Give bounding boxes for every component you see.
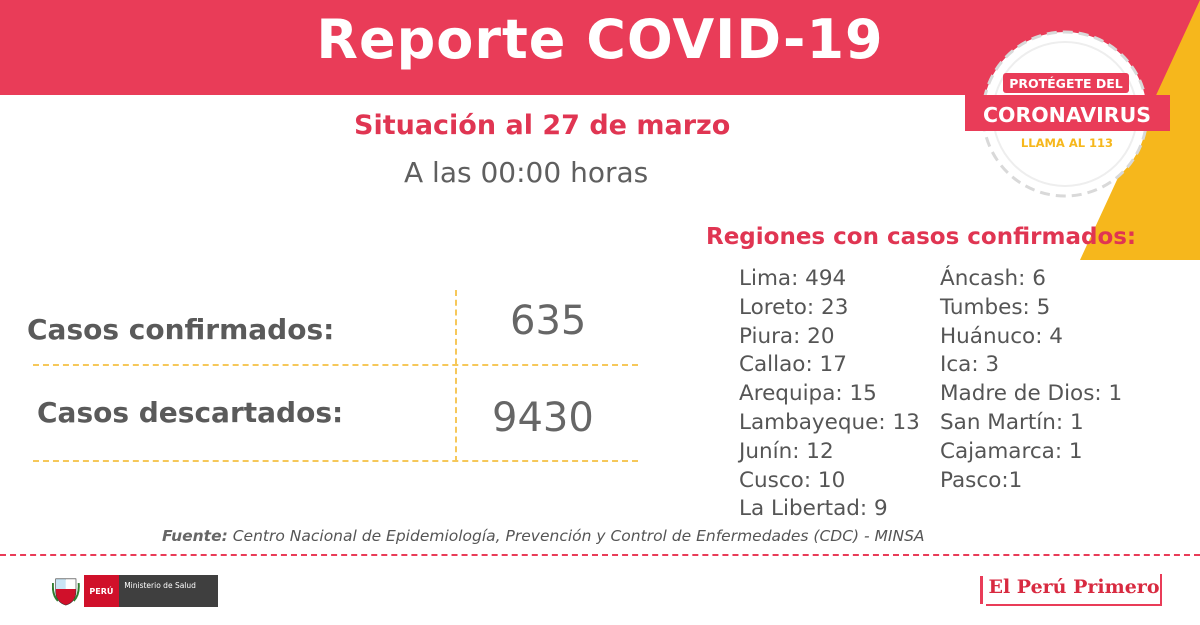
region-item: Junín: 12: [739, 438, 834, 464]
region-item: Cajamarca: 1: [940, 438, 1083, 464]
region-item: Huánuco: 4: [940, 323, 1063, 349]
fuente-note: Fuente: Centro Nacional de Epidemiología…: [162, 527, 925, 545]
region-item: Lima: 494: [739, 266, 847, 291]
divider-horizontal: [33, 460, 638, 462]
region-item: Lambayeque: 13: [739, 409, 920, 435]
region-item: Ica: 3: [940, 352, 1000, 378]
logo-bar: [980, 576, 983, 604]
page-title: Reporte COVID-19: [316, 8, 884, 71]
minsa-logo: PERÚ Ministerio de Salud: [52, 574, 218, 608]
region-item: Piura: 20: [739, 323, 835, 349]
region-item: Cusco: 10: [739, 467, 846, 493]
badge-line1: PROTÉGETE DEL: [1009, 76, 1123, 91]
fuente-text: Centro Nacional de Epidemiología, Preven…: [227, 527, 925, 545]
peru-label: PERÚ: [83, 575, 120, 607]
el-peru-primero-text: El Perú Primero: [988, 576, 1160, 598]
region-item: Loreto: 23: [739, 294, 849, 320]
confirmados-label: Casos confirmados:: [27, 313, 335, 346]
coronavirus-badge: PROTÉGETE DEL CORONAVIRUS LLAMA AL 113: [955, 18, 1175, 208]
ministerio-label: Ministerio de Salud: [119, 575, 218, 607]
divider-horizontal: [33, 364, 638, 366]
fuente-label: Fuente:: [162, 527, 228, 545]
footer-divider: [0, 554, 1200, 556]
regiones-list-left: Lima: 494 Loreto: 23 Piura: 20 Callao: 1…: [739, 265, 920, 524]
regiones-title: Regiones con casos confirmados:: [706, 224, 1137, 250]
situacion-heading: Situación al 27 de marzo: [354, 110, 731, 141]
region-item: Pasco:1: [940, 467, 1023, 493]
hora-subheading: A las 00:00 horas: [404, 156, 649, 189]
region-item: Áncash: 6: [940, 266, 1046, 291]
descartados-label: Casos descartados:: [37, 396, 344, 429]
badge-line2: CORONAVIRUS: [983, 103, 1151, 127]
region-item: Callao: 17: [739, 352, 847, 378]
divider-vertical: [455, 290, 457, 462]
region-item: Madre de Dios: 1: [940, 381, 1123, 407]
regiones-list-right: Áncash: 6 Tumbes: 5 Huánuco: 4 Ica: 3 Ma…: [940, 265, 1122, 495]
region-item: Tumbes: 5: [940, 294, 1051, 320]
descartados-value: 9430: [492, 395, 594, 441]
region-item: Arequipa: 15: [739, 381, 877, 407]
coat-of-arms-icon: [52, 578, 80, 606]
region-item: La Libertad: 9: [739, 496, 888, 522]
badge-line3: LLAMA AL 113: [1021, 136, 1113, 150]
region-item: San Martín: 1: [940, 409, 1084, 435]
confirmados-value: 635: [510, 298, 587, 344]
el-peru-primero-logo: El Perú Primero: [980, 574, 1162, 606]
